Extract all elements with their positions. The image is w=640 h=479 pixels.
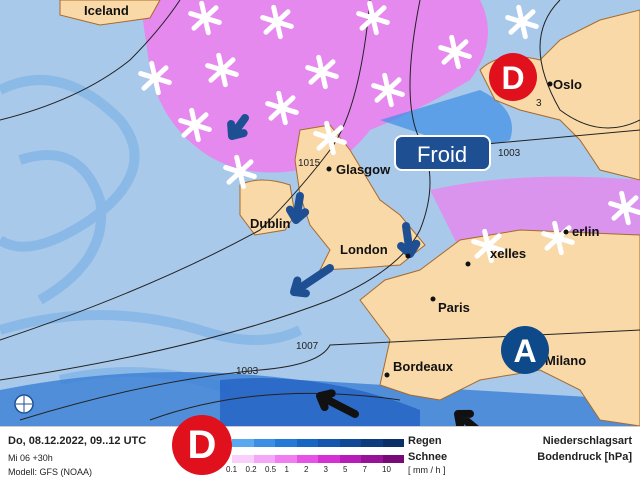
svg-text:London: London	[340, 242, 388, 257]
color-swatch	[232, 455, 254, 463]
color-swatch	[382, 439, 404, 447]
svg-text:Iceland: Iceland	[84, 3, 129, 18]
snowflake-icon	[371, 72, 405, 108]
date-label: Do, 08.12.2022, 09..12 UTC	[8, 435, 147, 447]
isobar-label: 1003	[498, 148, 521, 159]
scale-tick: 0.2	[245, 465, 257, 474]
rain-bands	[0, 75, 303, 395]
snowflake-icon	[608, 190, 640, 226]
color-swatch	[339, 455, 361, 463]
isobar-label: 1007	[296, 341, 319, 352]
snowflake-icon	[265, 90, 299, 126]
wind-arrow-icon	[227, 114, 249, 140]
froid-label: Froid	[394, 135, 491, 171]
svg-text:Froid: Froid	[417, 142, 467, 167]
isobar-label: 3	[536, 98, 542, 109]
city-label: Paris	[430, 296, 470, 315]
city-label: Milano	[545, 353, 586, 368]
low-pressure-marker: D	[489, 53, 537, 101]
rain-color-scale	[232, 439, 404, 447]
wind-arrow-icon	[285, 192, 310, 224]
color-swatch	[253, 439, 275, 447]
snowflake-icon	[356, 0, 390, 36]
city-label: erlin	[563, 224, 600, 239]
color-swatch	[361, 455, 383, 463]
unit-label: [ mm / h ]	[408, 465, 446, 475]
city-label: London	[340, 242, 411, 259]
svg-text:Dublin: Dublin	[250, 216, 290, 231]
svg-text:erlin: erlin	[572, 224, 600, 239]
snowflake-icon	[313, 120, 347, 156]
svg-text:Glasgow: Glasgow	[336, 162, 391, 177]
snowflake-icon	[305, 54, 339, 90]
snow-color-scale	[232, 455, 404, 463]
city-label: Bordeaux	[384, 359, 454, 378]
color-swatch	[296, 455, 318, 463]
svg-text:Oslo: Oslo	[553, 77, 582, 92]
snowflake-icon	[178, 107, 212, 143]
snow-label: Schnee	[408, 451, 448, 463]
svg-text:D: D	[501, 60, 524, 96]
color-swatch	[275, 455, 297, 463]
legend-footer: Do, 08.12.2022, 09..12 UTC Mi 06 +30h Mo…	[0, 415, 640, 479]
legend-title-type: Niederschlagsart	[542, 435, 632, 447]
wind-arrow-icon	[316, 389, 359, 418]
scale-tick: 1	[284, 465, 289, 474]
svg-text:A: A	[513, 333, 536, 369]
snowflake-icon	[188, 0, 222, 36]
model-label: Modell: GFS (NOAA)	[8, 467, 93, 477]
wind-arrow-icon	[397, 222, 421, 258]
svg-text:Milano: Milano	[545, 353, 586, 368]
color-swatch	[296, 439, 318, 447]
svg-text:xelles: xelles	[490, 246, 526, 261]
scale-tick: 10	[382, 465, 391, 474]
snowflake-icon	[260, 4, 294, 40]
snowflake-icon	[205, 52, 239, 88]
svg-text:Paris: Paris	[438, 300, 470, 315]
scale-tick: 3	[323, 465, 328, 474]
color-swatch	[318, 455, 340, 463]
color-swatch	[253, 455, 275, 463]
scale-tick: 2	[304, 465, 309, 474]
scale-tick: 0.1	[226, 465, 238, 474]
low-pressure-marker: D	[172, 415, 232, 475]
wind-arrow-icon	[290, 264, 334, 298]
scale-tick: 0.5	[265, 465, 277, 474]
color-swatch	[339, 439, 361, 447]
svg-text:Bordeaux: Bordeaux	[393, 359, 454, 374]
legend-title-pressure: Bodendruck [hPa]	[537, 451, 632, 463]
snowflake-icon	[438, 34, 472, 70]
color-swatch	[382, 455, 404, 463]
color-swatch	[361, 439, 383, 447]
wind-arrow-icon	[454, 409, 479, 426]
color-swatch	[275, 439, 297, 447]
run-label: Mi 06 +30h	[8, 453, 53, 463]
city-label: xelles	[465, 246, 526, 267]
weather-map: 1015 3 1003 1007 1003 Iceland Oslo Glasgow…	[0, 0, 640, 426]
snowflake-icon	[138, 60, 172, 96]
isobar-label: 1015	[298, 158, 321, 169]
rain-label: Regen	[408, 435, 442, 447]
city-label: Oslo	[547, 77, 582, 92]
city-label: Dublin	[250, 216, 290, 231]
color-swatch	[232, 439, 254, 447]
land	[59, 0, 640, 426]
color-swatch	[318, 439, 340, 447]
snowflake-icon	[223, 154, 257, 190]
snowflake-icon	[471, 228, 505, 264]
city-label: Iceland	[84, 3, 129, 18]
scale-tick: 5	[343, 465, 348, 474]
city-label: Glasgow	[326, 162, 391, 177]
scale-tick: 7	[362, 465, 367, 474]
snowflake-icon	[505, 4, 539, 40]
globe-icon[interactable]	[14, 394, 34, 414]
isobar-label: 1003	[236, 366, 259, 377]
high-pressure-marker: A	[501, 326, 549, 374]
